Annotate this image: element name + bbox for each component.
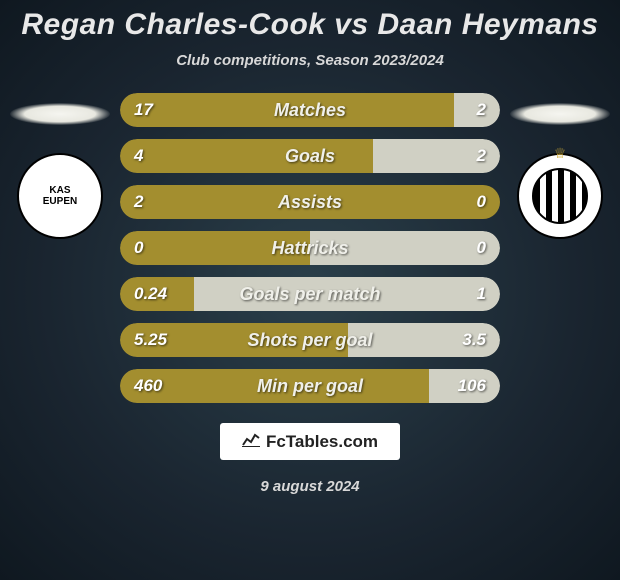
bar-value-right: 106 bbox=[458, 376, 486, 396]
stat-bar: 5.25 Shots per goal 3.5 bbox=[120, 323, 500, 357]
brand-text: FcTables.com bbox=[266, 432, 378, 452]
bar-value-left: 5.25 bbox=[134, 330, 167, 350]
stats-bars: 17 Matches 2 4 Goals 2 2 Assists 0 0 Hattricks 0 0.2… bbox=[120, 93, 500, 403]
stat-bar: 4 Goals 2 bbox=[120, 139, 500, 173]
bar-stat-name: Goals per match bbox=[239, 284, 380, 305]
chart-icon bbox=[242, 431, 260, 452]
bar-stat-name: Goals bbox=[285, 146, 335, 167]
badge-text-top: KAS bbox=[43, 185, 77, 196]
bar-stat-name: Hattricks bbox=[271, 238, 348, 259]
bar-stat-name: Assists bbox=[278, 192, 342, 213]
badge-text-bottom: EUPEN bbox=[43, 196, 77, 207]
bar-value-right: 0 bbox=[477, 192, 486, 212]
bar-value-right: 3.5 bbox=[462, 330, 486, 350]
bar-value-left: 4 bbox=[134, 146, 143, 166]
stat-bar: 0.24 Goals per match 1 bbox=[120, 277, 500, 311]
bar-stat-name: Matches bbox=[274, 100, 346, 121]
crown-icon: ♕ bbox=[554, 145, 567, 162]
comparison-infographic: Regan Charles-Cook vs Daan Heymans Club … bbox=[0, 0, 620, 580]
bar-value-right: 1 bbox=[477, 284, 486, 304]
subtitle: Club competitions, Season 2023/2024 bbox=[176, 52, 444, 69]
right-badge-column: ♕ bbox=[500, 93, 620, 239]
bar-value-right: 2 bbox=[477, 100, 486, 120]
shadow-ellipse-left bbox=[10, 103, 110, 125]
date-line: 9 august 2024 bbox=[260, 478, 359, 495]
bar-value-left: 17 bbox=[134, 100, 153, 120]
bar-value-left: 460 bbox=[134, 376, 162, 396]
stat-bar: 0 Hattricks 0 bbox=[120, 231, 500, 265]
page-title: Regan Charles-Cook vs Daan Heymans bbox=[21, 8, 598, 42]
bar-stat-name: Shots per goal bbox=[247, 330, 372, 351]
left-badge-column: KAS EUPEN bbox=[0, 93, 120, 239]
rcsc-badge: ♕ bbox=[517, 153, 603, 239]
stat-bar: 17 Matches 2 bbox=[120, 93, 500, 127]
bar-left-fill bbox=[120, 139, 373, 173]
bar-stat-name: Min per goal bbox=[257, 376, 363, 397]
badge-text: KAS EUPEN bbox=[43, 185, 77, 207]
shadow-ellipse-right bbox=[510, 103, 610, 125]
badge-stripes bbox=[532, 168, 588, 224]
bar-value-right: 0 bbox=[477, 238, 486, 258]
brand-badge: FcTables.com bbox=[220, 423, 400, 460]
bar-value-right: 2 bbox=[477, 146, 486, 166]
stat-bar: 2 Assists 0 bbox=[120, 185, 500, 219]
main-row: KAS EUPEN 17 Matches 2 4 Goals 2 2 Assists 0 0 Hat… bbox=[0, 93, 620, 403]
stat-bar: 460 Min per goal 106 bbox=[120, 369, 500, 403]
bar-value-left: 2 bbox=[134, 192, 143, 212]
kas-eupen-badge: KAS EUPEN bbox=[17, 153, 103, 239]
bar-value-left: 0 bbox=[134, 238, 143, 258]
bar-value-left: 0.24 bbox=[134, 284, 167, 304]
